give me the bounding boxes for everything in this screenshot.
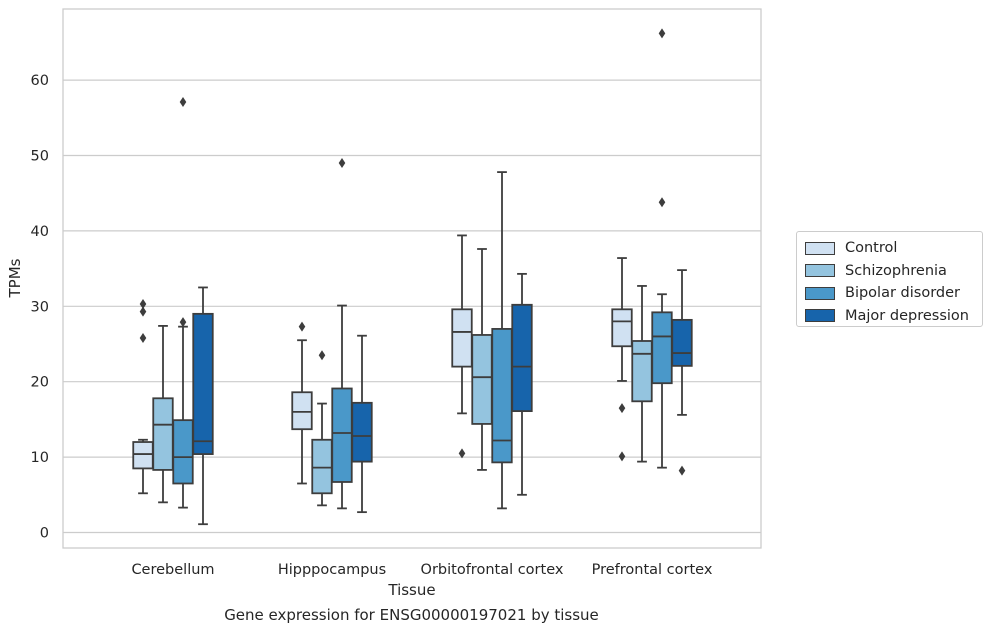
box-element [491, 171, 513, 510]
x-axis-label: Tissue [387, 581, 435, 599]
box-element [291, 321, 313, 485]
legend-swatch [805, 309, 835, 323]
box-plot-series [132, 28, 693, 526]
plot-frame [62, 8, 762, 549]
outlier-marker [618, 403, 626, 414]
outlier-marker [338, 158, 346, 169]
box-element [132, 299, 154, 495]
iqr-box [471, 334, 493, 425]
series-control [132, 234, 633, 495]
legend-item: Bipolar disorder [805, 282, 982, 305]
outlier-marker [318, 350, 326, 361]
y-tick-label: 10 [31, 450, 49, 466]
box-element [172, 96, 194, 509]
legend-swatch [805, 264, 835, 278]
legend-label: Bipolar disorder [845, 285, 960, 302]
legend-swatch [805, 286, 835, 300]
legend-label: Control [845, 240, 898, 257]
legend-item: Schizophrenia [805, 260, 982, 283]
box-element [351, 334, 373, 514]
y-tick-labels: 0 10 20 30 40 50 60 [31, 73, 49, 541]
box-element [311, 350, 333, 507]
x-tick-label: Prefrontal cortex [592, 562, 713, 578]
series-bipolar-disorder [172, 28, 673, 510]
y-tick-label: 40 [31, 224, 49, 240]
outlier-marker [139, 332, 147, 343]
iqr-box [351, 401, 373, 463]
iqr-box [491, 328, 513, 464]
iqr-box [451, 308, 473, 368]
outlier-marker [179, 317, 187, 328]
outlier-marker [139, 306, 147, 317]
x-tick-labels: Cerebellum Hipppocampus Orbitofrontal cort… [131, 562, 712, 578]
iqr-box [172, 419, 194, 485]
box-element [511, 272, 533, 496]
x-tick-label: Hipppocampus [278, 562, 386, 578]
outlier-marker [658, 197, 666, 208]
outlier-marker [458, 448, 466, 459]
outlier-marker [298, 321, 306, 332]
legend-item: Major depression [805, 305, 982, 328]
iqr-box [651, 311, 673, 385]
legend-item: Control [805, 237, 982, 260]
figure-caption: Gene expression for ENSG00000197021 by t… [224, 606, 599, 624]
box-element [671, 269, 693, 476]
y-axis-label: TPMs [6, 258, 24, 298]
iqr-box [132, 441, 154, 470]
box-element [631, 285, 653, 463]
legend: Control Schizophrenia Bipolar disorder Majo… [796, 231, 983, 327]
iqr-box [291, 391, 313, 431]
iqr-box [192, 312, 214, 455]
y-tick-label: 20 [31, 375, 49, 391]
legend-label: Schizophrenia [845, 262, 947, 279]
box-element [152, 325, 174, 504]
outlier-marker [139, 299, 147, 310]
box-element [331, 158, 353, 510]
x-tick-label: Cerebellum [131, 562, 214, 578]
y-tick-label: 30 [31, 299, 49, 315]
legend-label: Major depression [845, 307, 969, 324]
box-element [451, 234, 473, 459]
iqr-box [311, 438, 333, 495]
x-tick-label: Orbitofrontal cortex [421, 562, 564, 578]
box-element [192, 286, 214, 526]
legend-swatch [805, 241, 835, 255]
series-schizophrenia [152, 248, 653, 507]
outlier-marker [179, 96, 187, 107]
y-tick-label: 60 [31, 73, 49, 89]
iqr-box [152, 397, 174, 471]
box-element [611, 257, 633, 462]
y-tick-label: 0 [40, 526, 49, 542]
outlier-marker [618, 451, 626, 462]
box-element [651, 28, 673, 469]
outlier-marker [658, 28, 666, 39]
series-major-depression [192, 269, 693, 526]
box-element [471, 248, 493, 471]
outlier-marker [678, 465, 686, 476]
iqr-box [331, 387, 353, 483]
iqr-box [631, 340, 653, 403]
iqr-box [611, 308, 633, 348]
iqr-box [671, 318, 693, 367]
y-tick-label: 50 [31, 149, 49, 165]
iqr-box [511, 303, 533, 413]
